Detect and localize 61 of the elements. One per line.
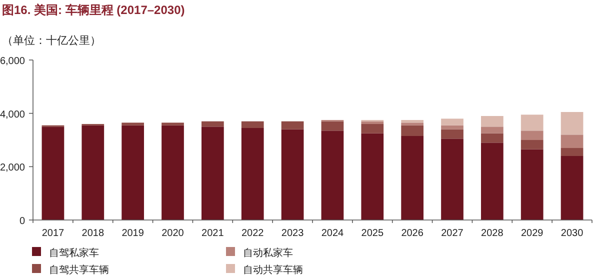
x-tick-label: 2025 [361, 228, 384, 239]
bar [162, 125, 184, 220]
bar [162, 122, 184, 126]
bar [520, 114, 544, 131]
chart-subtitle: （单位：十亿公里） [2, 34, 101, 47]
bar [520, 140, 544, 150]
x-tick-label: 2022 [241, 228, 264, 239]
bar [361, 133, 384, 220]
bar [241, 128, 264, 220]
bar [122, 122, 144, 126]
y-tick-label: 0 [19, 216, 26, 227]
bar [42, 126, 64, 220]
x-tick-label: 2023 [281, 228, 304, 239]
bar [401, 120, 424, 123]
bar [401, 122, 424, 126]
x-tick-label: 2027 [441, 228, 464, 239]
bar [520, 149, 544, 220]
bar [560, 156, 584, 220]
bar [361, 124, 384, 134]
x-tick-label: 2020 [162, 228, 184, 239]
legend-label: 自动私家车 [243, 247, 293, 259]
legend-label: 自动共享车辆 [243, 264, 303, 276]
chart-title: 图16. 美国: 车辆里程 (2017–2030) [2, 3, 185, 17]
bar [122, 125, 144, 220]
x-tick-label: 2030 [560, 228, 584, 239]
legend-label: 自驾私家车 [49, 247, 99, 259]
y-tick-label: 6,000 [0, 56, 26, 67]
bar [321, 130, 344, 220]
bar [481, 126, 504, 134]
bar [560, 134, 584, 148]
bar [441, 118, 464, 126]
bar [481, 116, 504, 127]
bar [481, 142, 504, 220]
bar [202, 121, 224, 127]
x-tick-label: 2028 [481, 228, 504, 239]
legend-label: 自驾共享车辆 [49, 264, 109, 276]
bar [281, 121, 304, 130]
bar [560, 148, 584, 156]
bar [441, 138, 464, 220]
x-tick-label: 2018 [82, 228, 104, 239]
x-tick-label: 2026 [401, 228, 424, 239]
bar [401, 125, 424, 136]
x-tick-label: 2029 [520, 228, 544, 239]
bar [560, 112, 584, 135]
bar [441, 129, 464, 139]
bar [281, 129, 304, 220]
x-tick-label: 2021 [202, 228, 224, 239]
x-tick-label: 2019 [122, 228, 144, 239]
bar [241, 121, 264, 128]
x-tick-label: 2024 [321, 228, 344, 239]
bar [321, 121, 344, 131]
y-tick-label: 2,000 [0, 162, 26, 174]
bar [481, 133, 504, 143]
bar [82, 125, 104, 220]
bar [202, 126, 224, 220]
bar [361, 121, 384, 124]
bar [401, 136, 424, 220]
bar [520, 130, 544, 140]
y-tick-label: 4,000 [0, 109, 26, 120]
x-tick-label: 2017 [42, 228, 65, 239]
bar [441, 125, 464, 130]
